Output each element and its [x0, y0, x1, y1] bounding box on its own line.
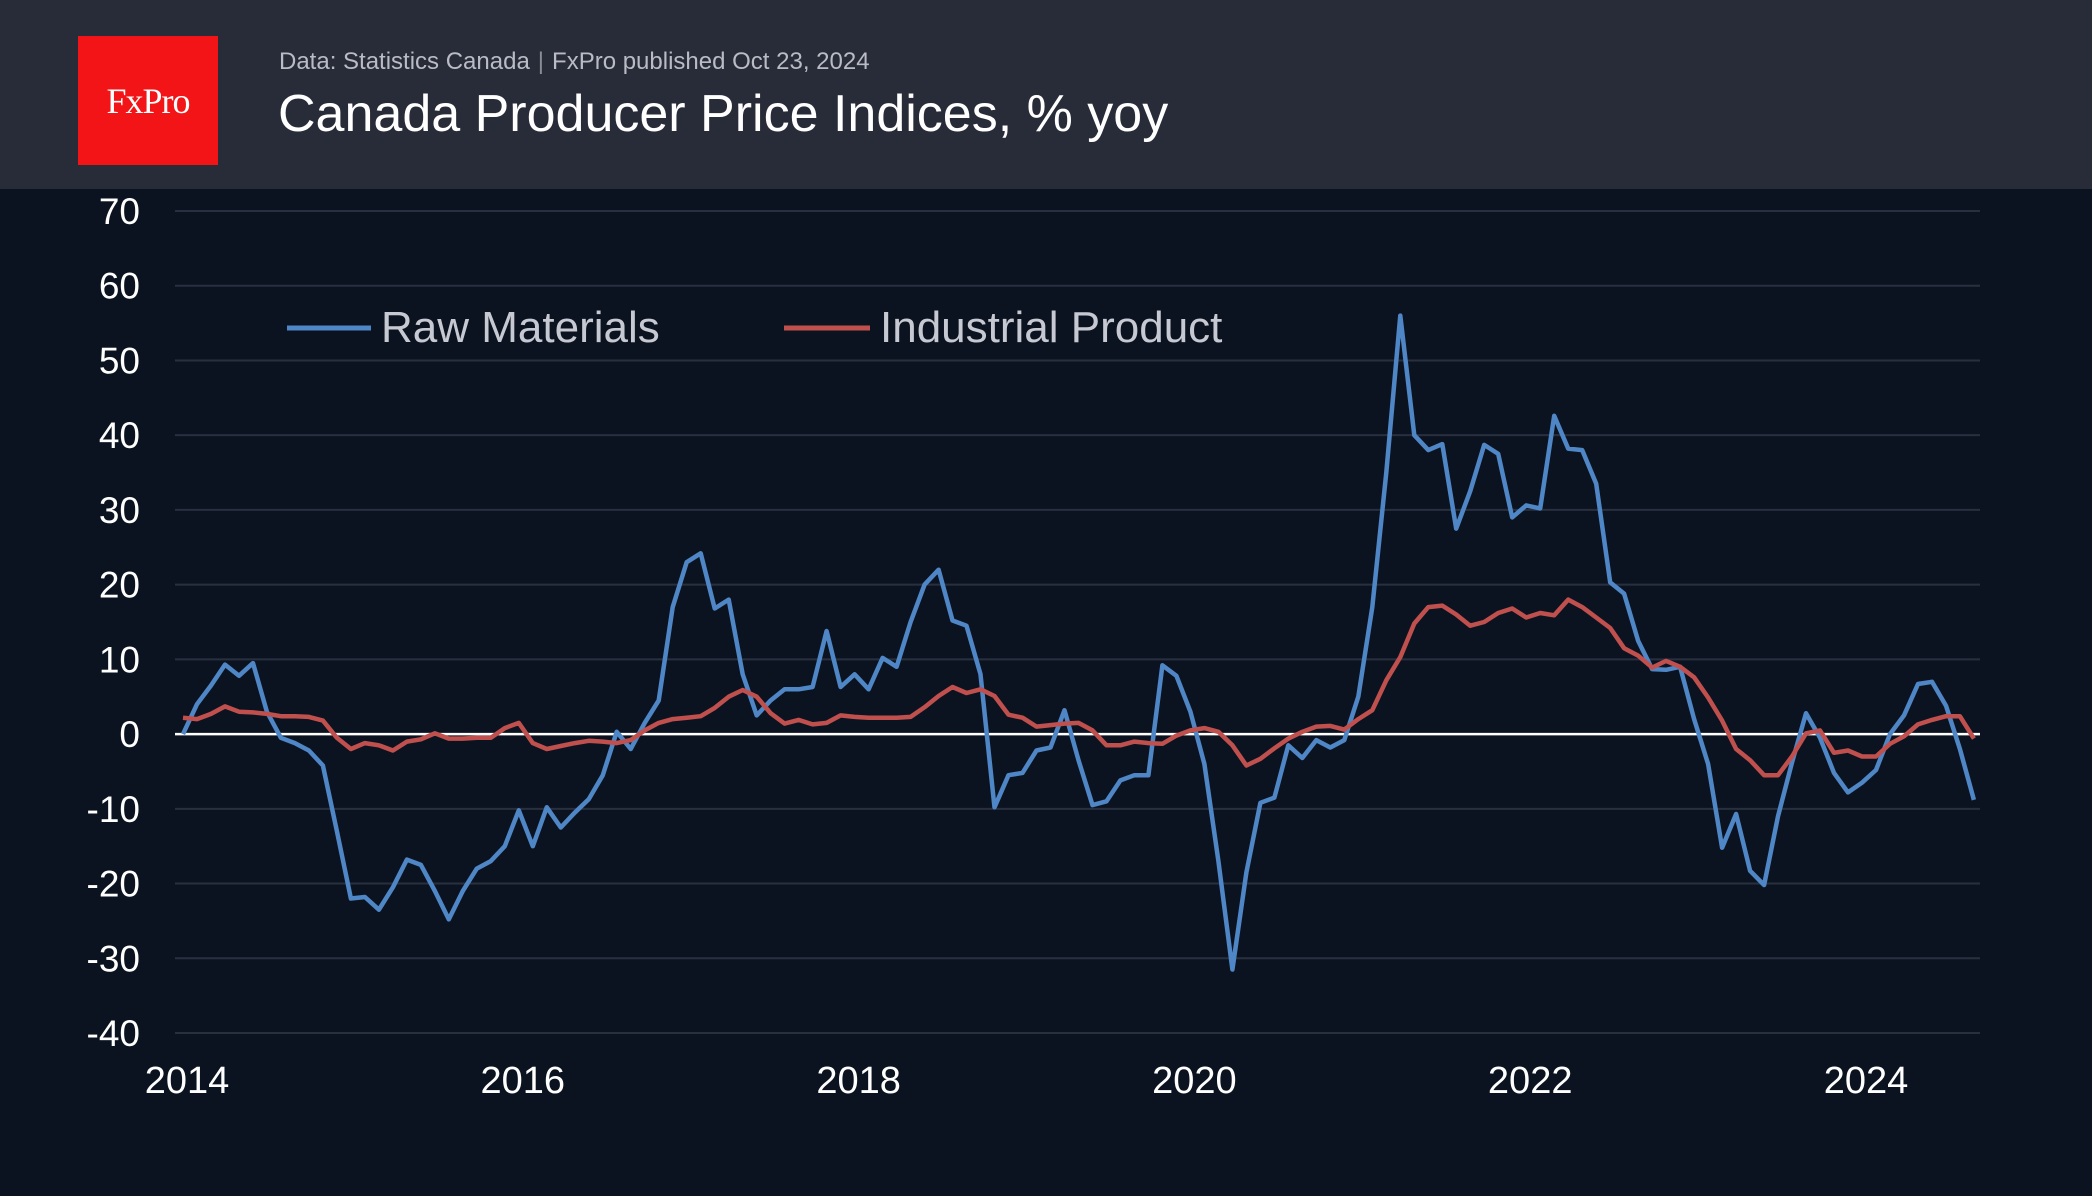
y-tick-label: 0 — [119, 714, 140, 755]
chart-header: FxPro Data: Statistics Canada | FxPro publ… — [0, 0, 2092, 189]
y-tick-label: -10 — [87, 789, 140, 830]
x-tick-label: 2014 — [145, 1060, 230, 1102]
y-tick-label: 70 — [99, 191, 140, 232]
chart-subtitle: Data: Statistics Canada | FxPro published … — [279, 48, 870, 76]
data-source: Data: Statistics Canada — [279, 48, 530, 75]
x-tick-label: 2018 — [816, 1060, 901, 1102]
legend: Raw Materials Industrial Product — [287, 303, 1222, 352]
y-tick-label: 20 — [99, 565, 140, 606]
y-tick-label: 10 — [99, 639, 140, 680]
published-date: FxPro published Oct 23, 2024 — [552, 48, 870, 75]
x-tick-label: 2022 — [1488, 1060, 1573, 1102]
grid-lines — [175, 210, 1980, 1034]
y-tick-label: -40 — [87, 1013, 140, 1054]
y-tick-label: -30 — [87, 938, 140, 979]
x-tick-label: 2024 — [1824, 1060, 1909, 1102]
x-tick-label: 2016 — [481, 1060, 566, 1102]
y-tick-label: 40 — [99, 415, 140, 456]
x-tick-label: 2020 — [1152, 1060, 1237, 1102]
raw-materials-line — [180, 313, 1977, 972]
y-axis-ticks: 70 60 50 40 30 20 10 0 -10 -20 -30 -40 — [87, 191, 140, 1054]
x-axis-ticks: 2014 2016 2018 2020 2022 2024 — [145, 1060, 1909, 1102]
logo-text: FxPro — [106, 80, 190, 121]
y-tick-label: 30 — [99, 490, 140, 531]
legend-label: Industrial Product — [880, 303, 1222, 352]
y-tick-label: 60 — [99, 266, 140, 307]
fxpro-logo: FxPro — [78, 36, 218, 165]
series-lines — [180, 313, 1977, 972]
separator: | — [537, 48, 545, 75]
chart-title: Canada Producer Price Indices, % yoy — [278, 85, 1169, 143]
industrial-product-line — [182, 597, 1976, 778]
y-tick-label: 50 — [99, 340, 140, 381]
y-tick-label: -20 — [87, 864, 140, 905]
legend-label: Raw Materials — [381, 303, 660, 352]
